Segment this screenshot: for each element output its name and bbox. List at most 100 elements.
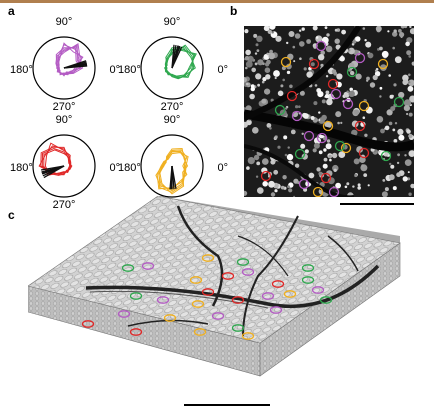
cell-soma [409,26,412,29]
cell-soma [310,62,315,67]
cell-soma [404,159,412,167]
direction-traces [38,142,73,179]
cell-soma [257,59,264,66]
cell-soma [249,93,255,100]
roi-green [346,66,358,78]
roi-yellow [358,100,370,112]
cell-soma [266,59,271,65]
cell-soma [321,114,327,121]
tuning-curve [158,150,186,192]
cell-soma [264,67,271,73]
angle-label-90: 90° [164,16,181,28]
cell-soma [256,35,263,42]
cell-soma [285,107,288,110]
cell-soma [324,93,330,99]
angle-label-90: 90° [56,114,73,126]
cell-soma [262,158,269,165]
cell-soma [326,98,333,106]
roi-green [231,324,245,332]
blood-vessel [244,26,362,121]
tuning-curve [164,45,195,78]
cell-soma [293,195,296,197]
header-rule [0,0,434,3]
cell-soma [408,81,411,84]
cell-soma [283,135,288,140]
roi-yellow [201,254,215,262]
cell-soma [244,56,250,61]
polar-axis-circle [140,36,204,100]
cell-soma [261,98,267,104]
cell-soma [325,143,332,150]
cell-soma [329,158,332,162]
cell-soma [393,139,398,143]
cell-soma [318,171,323,176]
cell-soma [274,76,277,80]
cell-soma [244,29,249,34]
cell-soma [392,31,398,37]
cell-soma [286,153,294,161]
cell-soma [408,133,413,139]
cell-soma [265,74,271,80]
cell-soma [288,188,293,193]
cell-soma [318,119,321,121]
cell-soma [379,95,382,98]
cell-soma [362,27,366,30]
angle-label-180: 180° [10,162,33,174]
roi-yellow [280,56,292,68]
cell-soma [394,122,398,125]
cell-soma [255,43,259,47]
cell-soma [321,99,326,104]
cell-soma [310,116,315,120]
cell-soma [270,192,276,197]
cell-soma [409,28,414,35]
cell-soma [277,145,281,149]
cell-soma [295,105,299,109]
tuning-curve [156,152,189,190]
cell-soma [274,189,278,193]
cell-soma [393,29,397,33]
cell-soma [320,63,324,67]
cell-soma [384,187,389,192]
tuning-curve [55,47,82,76]
cell-soma [256,161,261,166]
blood-vessel [327,235,359,272]
fluorescence-micrograph [244,26,414,197]
cell-soma [312,148,317,153]
cell-soma [325,75,329,78]
cell-soma [286,70,291,75]
cell-soma [252,127,259,134]
angle-label-180: 180° [118,64,141,76]
cell-soma [253,154,260,161]
cell-soma [318,150,323,155]
cell-soma [304,149,309,154]
roi-red [286,90,298,102]
panel-label-b: b [230,4,238,18]
cell-soma [378,149,385,156]
cell-soma [324,26,328,29]
cell-soma [389,162,392,166]
cell-soma [282,175,287,180]
cell-soma [352,185,355,188]
cell-soma [324,121,332,129]
cell-soma [299,41,305,47]
cell-soma [247,157,255,165]
cell-soma [388,174,395,181]
cell-soma [406,129,411,134]
cell-soma [388,121,393,126]
cell-soma [254,52,258,55]
cell-soma [408,112,413,117]
roi-magenta [311,286,325,294]
roi-yellow [283,290,297,298]
cell-soma [408,192,412,196]
cell-soma [354,109,360,115]
cell-soma [374,69,378,72]
cell-soma [353,158,360,165]
cell-soma [402,176,408,182]
cell-soma [406,50,412,56]
cell-soma [407,85,414,92]
cell-soma [384,125,390,131]
roi-magenta [117,310,131,318]
cell-soma [314,84,318,87]
tuning-curve [40,146,73,176]
cell-soma [277,90,284,97]
